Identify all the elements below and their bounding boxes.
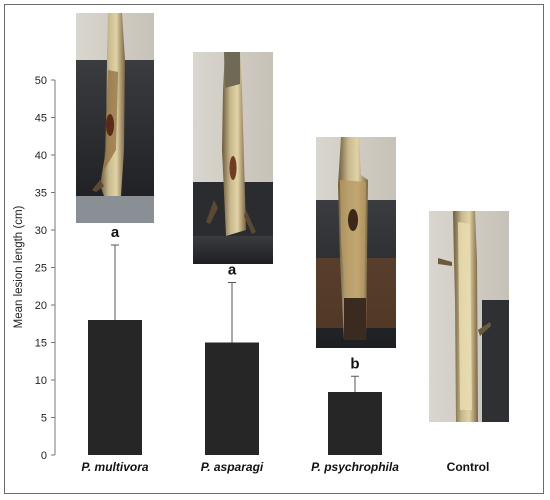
y-tick-label: 5 — [41, 413, 47, 425]
y-tick-label: 35 — [35, 188, 47, 200]
bar — [205, 342, 259, 455]
bar — [328, 392, 382, 455]
bar — [88, 320, 142, 455]
y-tick-label: 20 — [35, 300, 47, 312]
significance-letter: b — [350, 355, 359, 372]
y-tick-label: 50 — [35, 75, 47, 87]
y-tick-label: 10 — [35, 375, 47, 387]
significance-letter: a — [111, 224, 120, 241]
y-tick-label: 30 — [35, 225, 47, 237]
significance-letter: a — [228, 262, 237, 279]
stem-photo-p-multivora — [76, 13, 154, 223]
x-category-label: Control — [447, 460, 490, 474]
stem-photo-p-psychrophila — [316, 137, 396, 348]
stem-photo-p-asparagi — [193, 52, 273, 264]
y-tick-label: 45 — [35, 113, 47, 125]
y-tick-label: 0 — [41, 450, 47, 462]
y-axis-label: Mean lesion length (cm) — [13, 205, 25, 328]
stem-photo-control — [429, 211, 509, 422]
y-tick-label: 15 — [35, 338, 47, 350]
x-category-label: P. psychrophila — [311, 460, 399, 474]
y-tick-label: 25 — [35, 263, 47, 275]
y-tick-label: 40 — [35, 150, 47, 162]
x-category-label: P. multivora — [81, 460, 148, 474]
x-category-label: P. asparagi — [201, 460, 264, 474]
